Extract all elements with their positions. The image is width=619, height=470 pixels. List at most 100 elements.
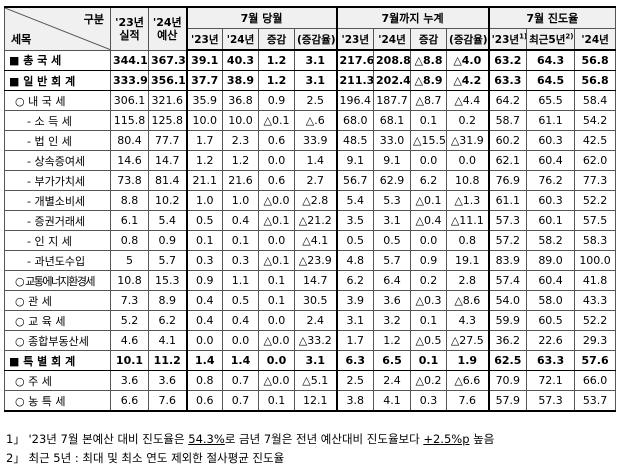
row-label: ○ 농 특 세 xyxy=(4,390,111,412)
cell: 0.8 xyxy=(446,230,490,251)
cell: 1.2 xyxy=(185,150,223,171)
cell: 60.3 xyxy=(526,130,576,151)
cell: 0.9 xyxy=(185,270,223,291)
cell: 3.1 xyxy=(293,70,338,91)
cell: 83.9 xyxy=(487,250,528,271)
cell: 0.9 xyxy=(148,230,187,251)
cell: 0.9 xyxy=(258,90,295,111)
cell: 72.1 xyxy=(526,370,576,391)
cell: △0.1 xyxy=(258,210,295,231)
cell: 76.2 xyxy=(526,170,576,191)
cell: 36.2 xyxy=(487,330,528,351)
cell: 0.0 xyxy=(258,150,295,171)
cell: 4.3 xyxy=(446,310,490,331)
cell: △5.1 xyxy=(293,370,338,391)
cell: 54.0 xyxy=(487,290,528,311)
cell: 4.1 xyxy=(148,330,187,351)
cell: 5.3 xyxy=(373,190,412,211)
cell: 6.2 xyxy=(335,270,375,291)
cell: 7.6 xyxy=(148,390,187,412)
cell: △4.2 xyxy=(446,70,490,91)
cell: 73.8 xyxy=(110,170,149,191)
cell: △8.6 xyxy=(446,290,490,311)
cell: 0.0 xyxy=(258,230,295,251)
footnote-text: 최근 5년 : 최대 및 최소 연도 제외한 절사평균 진도율 xyxy=(28,451,285,465)
cell: 0.7 xyxy=(222,370,259,391)
cell: 70.9 xyxy=(487,370,528,391)
cell: 9.1 xyxy=(373,150,412,171)
row-label: - 과년도수입 xyxy=(4,250,111,271)
row-label: - 소 득 세 xyxy=(4,110,111,131)
cell: △0.5 xyxy=(410,330,448,351)
cell: 3.8 xyxy=(335,390,375,412)
cell: △0.1 xyxy=(258,110,295,131)
cell: 60.5 xyxy=(526,310,576,331)
footnote-text: 높음 xyxy=(469,432,495,446)
cell: 60.1 xyxy=(526,210,576,231)
cell: 0.4 xyxy=(222,310,259,331)
cell: 10.1 xyxy=(110,350,149,371)
cell: 187.7 xyxy=(373,90,412,111)
cell: △0.1 xyxy=(258,250,295,271)
cell: 3.1 xyxy=(373,210,412,231)
footnote-ref: 2) xyxy=(565,32,574,40)
cell: 0.6 xyxy=(258,170,295,191)
subheader-cell: '24년 xyxy=(373,28,412,51)
header-cell: 7월 진도율 xyxy=(487,6,617,29)
cell: 15.3 xyxy=(148,270,187,291)
cell: 0.3 xyxy=(222,250,259,271)
cell: 333.9 xyxy=(110,70,149,91)
cell: 59.9 xyxy=(487,310,528,331)
cell: 68.0 xyxy=(335,110,375,131)
cell: 0.1 xyxy=(410,310,448,331)
cell: 64.2 xyxy=(487,90,528,111)
cell: 1.7 xyxy=(335,330,375,351)
cell: △0.3 xyxy=(410,290,448,311)
cell: 80.4 xyxy=(110,130,149,151)
cell: △1.3 xyxy=(446,190,490,211)
cell: 0.4 xyxy=(222,210,259,231)
row-label: ○ 관 세 xyxy=(4,290,111,311)
cell: 0.0 xyxy=(258,350,295,371)
row-label: - 부가가치세 xyxy=(4,170,111,191)
cell: 5.4 xyxy=(335,190,375,211)
table-row: ■ 일 반 회 계 333.9 356.1 37.7 38.9 1.2 3.1 211.3 20… xyxy=(4,70,617,91)
subheader-cell: '23년 xyxy=(185,28,223,51)
cell: 367.3 xyxy=(148,49,187,71)
cell: 1.9 xyxy=(446,350,490,371)
cell: 2.7 xyxy=(293,170,338,191)
cell: △27.5 xyxy=(446,330,490,351)
cell: 33.9 xyxy=(293,130,338,151)
cell: 58.7 xyxy=(487,110,528,131)
cell: 0.5 xyxy=(222,290,259,311)
footnote-text: +2.5%p xyxy=(423,432,470,446)
cell: △21.2 xyxy=(293,210,338,231)
row-label: - 개별소비세 xyxy=(4,190,111,211)
cell: 0.1 xyxy=(222,230,259,251)
cell: 11.2 xyxy=(148,350,187,371)
cell: 0.1 xyxy=(258,270,295,291)
cell: 14.7 xyxy=(293,270,338,291)
cell: 5.2 xyxy=(110,310,149,331)
cell: 60.4 xyxy=(526,150,576,171)
subheader-cell: (증감율) xyxy=(446,28,490,51)
subheader-text: 증감 xyxy=(266,33,287,46)
cell: 0.1 xyxy=(410,110,448,131)
cell: 0.0 xyxy=(446,150,490,171)
corner-bottom: 세목 xyxy=(11,32,32,46)
cell: 1.0 xyxy=(222,190,259,211)
cell: 21.6 xyxy=(222,170,259,191)
row-label: ○ 내 국 세 xyxy=(4,90,111,111)
cell: 10.8 xyxy=(446,170,490,191)
cell: 1.4 xyxy=(185,350,223,371)
cell: 217.6 xyxy=(335,49,375,71)
row-label: ○ 교통에너지환경세 xyxy=(4,270,111,291)
cell: 57.6 xyxy=(574,350,617,371)
cell: 2.5 xyxy=(293,90,338,111)
cell: 202.4 xyxy=(373,70,412,91)
cell: 60.2 xyxy=(487,130,528,151)
header-text: '23년 실적 xyxy=(115,15,144,42)
cell: 2.3 xyxy=(222,130,259,151)
cell: 1.4 xyxy=(222,350,259,371)
cell: 14.7 xyxy=(148,150,187,171)
